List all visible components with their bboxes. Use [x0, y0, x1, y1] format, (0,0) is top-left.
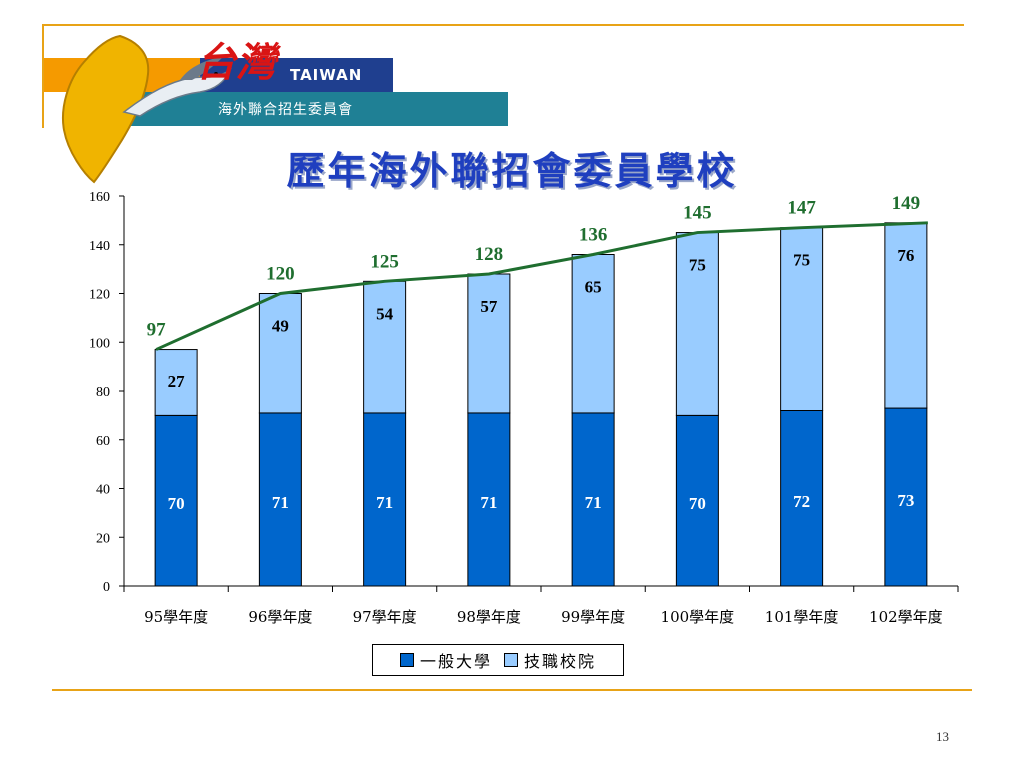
bar-general — [884, 407, 928, 587]
data-label-total: 97 — [147, 320, 167, 341]
x-tick-label: 102學年度 — [869, 608, 943, 626]
y-tick-label: 60 — [96, 434, 110, 449]
y-tick-label: 0 — [103, 580, 110, 595]
data-label-vocational: 49 — [272, 317, 289, 336]
x-tick-label: 96學年度 — [248, 608, 312, 626]
data-label-vocational: 27 — [168, 372, 186, 391]
y-tick-label: 100 — [89, 336, 110, 351]
data-label-vocational: 65 — [585, 278, 602, 297]
chart-legend: 一般大學 技職校院 — [372, 644, 624, 676]
bar-general — [571, 412, 615, 587]
x-tick-label: 95學年度 — [144, 608, 208, 626]
y-tick-label: 80 — [96, 385, 110, 400]
bar-vocational — [675, 232, 719, 416]
logo-band-blue — [200, 58, 393, 92]
total-line — [155, 221, 928, 351]
logo-band-teal — [120, 92, 508, 126]
data-label-general: 72 — [793, 492, 810, 511]
data-label-general: 71 — [376, 493, 393, 512]
taiwan-map-icon — [62, 34, 150, 184]
legend-item-vocational: 技職校院 — [504, 648, 596, 672]
data-label-total: 120 — [266, 264, 295, 285]
data-label-general: 70 — [168, 494, 185, 513]
bar-vocational — [363, 280, 407, 414]
bar-general — [363, 412, 407, 587]
data-label-general: 71 — [272, 493, 289, 512]
bird-icon — [122, 56, 232, 117]
bar-vocational — [258, 293, 302, 414]
y-tick-label: 20 — [96, 531, 110, 546]
data-label-general: 71 — [585, 493, 602, 512]
data-label-total: 145 — [683, 203, 712, 224]
data-label-total: 149 — [892, 193, 921, 214]
bar-general — [780, 410, 824, 587]
data-label-total: 128 — [475, 244, 504, 265]
logo-english-text: TAIWAN — [290, 66, 363, 84]
x-tick-label: 97學年度 — [353, 608, 417, 626]
bar-general — [467, 412, 511, 587]
bottom-rule — [52, 689, 972, 691]
left-rule — [42, 24, 44, 128]
y-tick-label: 40 — [96, 483, 110, 498]
data-label-vocational: 76 — [897, 246, 914, 265]
y-tick-label: 120 — [89, 288, 110, 303]
legend-swatch-general — [399, 653, 414, 667]
legend-item-general: 一般大學 — [399, 648, 492, 672]
y-tick-label: 140 — [89, 239, 110, 254]
top-rule — [42, 24, 964, 26]
bar-general — [154, 414, 198, 587]
stacked-bar-chart: 0 20 40 60 80 100 120 140 160 95學年度 96學年度 97學年度 98學年… — [89, 190, 959, 626]
bar-vocational — [467, 273, 511, 414]
x-tick-label: 99學年度 — [561, 608, 625, 626]
legend-label-general: 一般大學 — [419, 652, 492, 671]
data-label-vocational: 57 — [480, 297, 498, 316]
legend-swatch-vocational — [504, 653, 518, 667]
data-label-general: 71 — [480, 493, 497, 512]
logo-chinese-text: 海外聯合招生委員會 — [218, 102, 353, 118]
y-tick-label: 160 — [89, 190, 110, 205]
data-label-vocational: 75 — [793, 251, 810, 270]
bar-vocational — [154, 349, 198, 416]
bar-vocational — [780, 227, 824, 411]
data-label-total: 136 — [579, 225, 608, 246]
data-label-total: 147 — [787, 198, 816, 219]
legend-label-vocational: 技職校院 — [524, 652, 597, 671]
bar-general — [675, 414, 719, 587]
bar-vocational — [571, 254, 615, 414]
x-tick-label: 98學年度 — [457, 608, 521, 626]
data-label-total: 125 — [370, 251, 399, 272]
x-tick-label: 101學年度 — [765, 608, 839, 626]
data-label-general: 70 — [689, 494, 706, 513]
slide-title: 歷年海外聯招會委員學校 — [286, 148, 738, 193]
data-label-vocational: 75 — [689, 256, 706, 275]
bar-general — [258, 412, 302, 587]
logo-script-text: 台灣 — [196, 39, 276, 86]
page-number: 13 — [936, 729, 949, 744]
data-label-general: 73 — [897, 491, 914, 510]
bar-vocational — [884, 222, 928, 409]
data-label-vocational: 54 — [376, 304, 394, 323]
x-tick-label: 100學年度 — [661, 608, 735, 626]
